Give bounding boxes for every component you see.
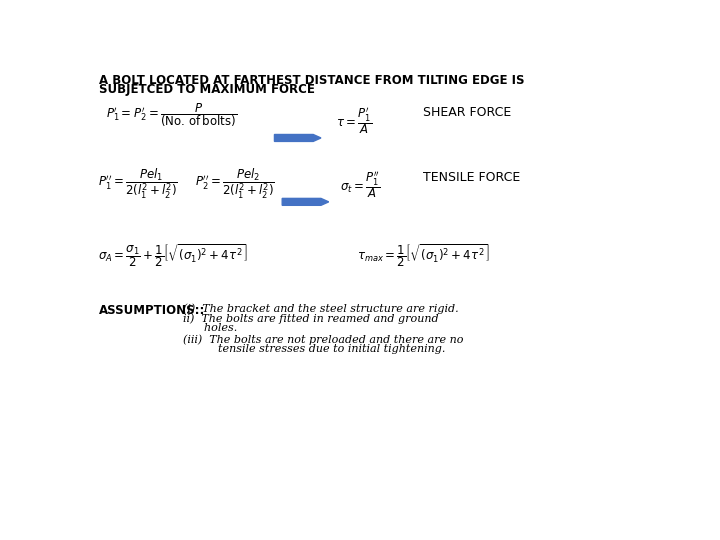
Text: SHEAR FORCE: SHEAR FORCE	[423, 106, 511, 119]
FancyArrow shape	[274, 134, 321, 141]
Text: (iii)  The bolts are not preloaded and there are no: (iii) The bolts are not preloaded and th…	[183, 334, 464, 345]
Text: ii)  The bolts are fitted in reamed and ground: ii) The bolts are fitted in reamed and g…	[183, 314, 438, 324]
Text: $P_1'' = \dfrac{Pel_1}{2(l_1^2 + l_2^2)}$: $P_1'' = \dfrac{Pel_1}{2(l_1^2 + l_2^2)}…	[98, 166, 178, 201]
Text: holes.: holes.	[183, 323, 238, 333]
FancyArrow shape	[282, 198, 329, 205]
Text: TENSILE FORCE: TENSILE FORCE	[423, 171, 521, 184]
Text: ASSUMPTIONS::: ASSUMPTIONS::	[99, 303, 206, 316]
Text: SUBJETCED TO MAXIMUM FORCE: SUBJETCED TO MAXIMUM FORCE	[99, 83, 315, 96]
Text: $\sigma_t = \dfrac{P_1''}{A}$: $\sigma_t = \dfrac{P_1''}{A}$	[340, 170, 380, 200]
Text: A BOLT LOCATED AT FARTHEST DISTANCE FROM TILTING EDGE IS: A BOLT LOCATED AT FARTHEST DISTANCE FROM…	[99, 74, 525, 87]
Text: $\sigma_{A} = \dfrac{\sigma_1}{2} + \dfrac{1}{2}\left[\sqrt{(\sigma_1)^2 + 4\tau: $\sigma_{A} = \dfrac{\sigma_1}{2} + \dfr…	[98, 242, 248, 269]
Text: $P_2'' = \dfrac{Pel_2}{2(l_1^2 + l_2^2)}$: $P_2'' = \dfrac{Pel_2}{2(l_1^2 + l_2^2)}…	[194, 166, 274, 201]
Text: tensile stresses due to initial tightening.: tensile stresses due to initial tighteni…	[183, 343, 446, 354]
Text: $P_1' = P_2' = \dfrac{P}{\mathrm{(No.\,of\,bolts)}}$: $P_1' = P_2' = \dfrac{P}{\mathrm{(No.\,o…	[106, 102, 237, 130]
Text: $\tau = \dfrac{P_1'}{A}$: $\tau = \dfrac{P_1'}{A}$	[336, 105, 373, 136]
Text: $\tau_{max} = \dfrac{1}{2}\left[\sqrt{(\sigma_1)^2 + 4\tau^2}\right]$: $\tau_{max} = \dfrac{1}{2}\left[\sqrt{(\…	[357, 242, 490, 269]
Text: (i)  The bracket and the steel structure are rigid.: (i) The bracket and the steel structure …	[183, 303, 459, 314]
